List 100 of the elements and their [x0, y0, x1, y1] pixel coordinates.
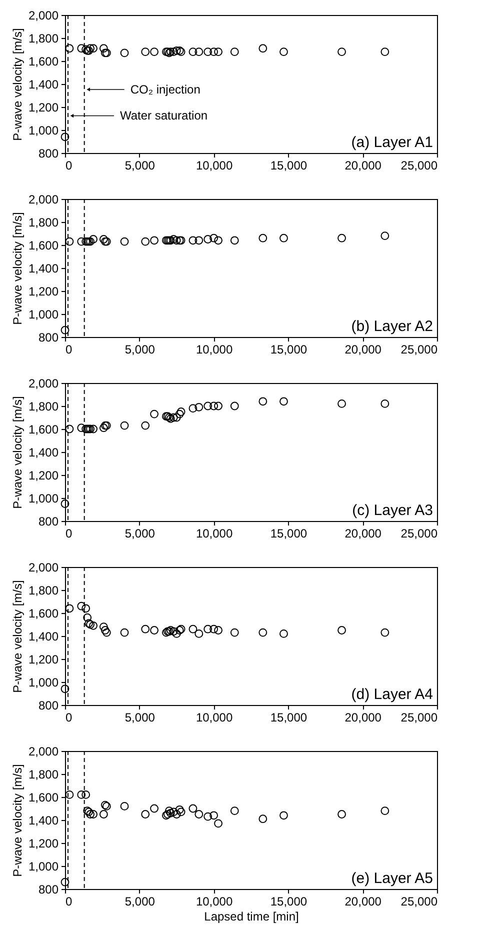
point	[194, 236, 204, 245]
point	[280, 234, 288, 242]
point	[60, 326, 70, 334]
y-tick-label: 2,000	[28, 192, 59, 206]
x-tick-label: 10,000	[196, 342, 233, 356]
point	[204, 402, 212, 410]
x-tick-label: 25,000	[400, 894, 438, 908]
x-tick-label: 5,000	[124, 526, 156, 540]
y-tick-label: 1,600	[28, 606, 59, 620]
point	[169, 235, 178, 244]
point	[169, 413, 178, 422]
annotation: (c) Layer A3	[352, 502, 433, 519]
y-tick-label: 1,600	[28, 790, 59, 804]
point	[188, 48, 198, 56]
y-tick-label: 1,200	[28, 652, 59, 666]
y-tick-label: 1,000	[28, 676, 59, 690]
annotation: (d) Layer A4	[351, 686, 433, 703]
point	[77, 44, 86, 53]
point	[258, 814, 268, 824]
y-tick-label: 1,800	[28, 216, 59, 230]
point	[214, 626, 222, 634]
point	[99, 810, 108, 818]
point	[150, 410, 158, 418]
y-tick-label: 1,600	[28, 238, 59, 252]
y-axis-title: P-wave velocity [m/s]	[10, 580, 24, 693]
annotation: (e) Layer A5	[351, 870, 433, 887]
y-axis-title: P-wave velocity [m/s]	[10, 764, 24, 877]
point	[141, 810, 150, 818]
point	[230, 628, 239, 637]
x-tick-label: 0	[66, 894, 72, 908]
y-tick-label: 1,600	[28, 422, 59, 436]
point	[210, 624, 218, 634]
x-tick-label: 10,000	[196, 710, 233, 724]
point	[258, 628, 268, 637]
x-tick-label: 20,000	[344, 158, 382, 172]
point	[175, 410, 184, 418]
point	[214, 48, 222, 56]
point	[77, 790, 86, 799]
point	[258, 234, 268, 242]
point	[82, 790, 90, 799]
x-tick-label: 15,000	[270, 342, 308, 356]
point	[258, 397, 268, 406]
point	[169, 627, 178, 636]
annotation: (a) Layer A1	[351, 134, 433, 151]
point	[204, 812, 212, 821]
y-tick-label: 1,200	[28, 468, 59, 482]
point	[172, 810, 181, 818]
x-tick-label: 0	[66, 710, 72, 724]
x-tick-label: 25,000	[400, 158, 438, 172]
x-tick-label: 0	[66, 158, 72, 172]
point	[188, 404, 198, 412]
point	[380, 400, 390, 408]
point	[166, 808, 175, 818]
point	[164, 806, 174, 815]
point	[169, 808, 178, 816]
point	[194, 630, 204, 638]
point	[65, 790, 74, 799]
y-tick-label: 1,800	[28, 584, 59, 598]
x-tick-label: 5,000	[124, 710, 156, 724]
point	[65, 44, 74, 53]
x-tick-label: 20,000	[344, 894, 382, 908]
x-tick-label: 25,000	[400, 710, 438, 724]
y-tick-label: 800	[38, 330, 59, 344]
x-tick-label: 5,000	[124, 342, 156, 356]
point	[194, 48, 204, 56]
point	[188, 236, 198, 245]
point	[89, 810, 98, 818]
point	[188, 804, 198, 813]
point	[100, 626, 110, 634]
point	[210, 402, 218, 410]
y-tick-label: 1,000	[28, 860, 59, 874]
y-tick-label: 1,800	[28, 400, 59, 414]
point	[77, 237, 86, 246]
y-tick-label: 1,000	[28, 492, 59, 506]
y-tick-label: 800	[38, 882, 59, 896]
point	[65, 424, 74, 434]
point	[380, 48, 390, 56]
point	[338, 626, 346, 634]
x-tick-label: 10,000	[196, 894, 233, 908]
y-axis-title: P-wave velocity [m/s]	[10, 28, 24, 141]
point	[204, 48, 212, 56]
x-tick-label: 5,000	[124, 894, 156, 908]
point	[60, 500, 70, 508]
point	[280, 48, 288, 56]
point	[89, 235, 98, 244]
point	[280, 811, 288, 820]
y-tick-label: 1,800	[28, 768, 59, 782]
y-tick-label: 1,000	[28, 308, 59, 322]
ref-line-label: CO₂ injection	[130, 82, 200, 97]
y-tick-label: 800	[38, 146, 59, 160]
point	[210, 48, 218, 56]
y-tick-label: 1,400	[28, 814, 59, 828]
x-tick-label: 20,000	[344, 526, 382, 540]
point	[175, 805, 184, 814]
point	[258, 44, 268, 53]
point	[141, 237, 150, 246]
x-tick-label: 0	[66, 526, 72, 540]
y-tick-label: 1,000	[28, 124, 59, 138]
point	[60, 132, 70, 142]
y-tick-label: 1,200	[28, 100, 59, 114]
